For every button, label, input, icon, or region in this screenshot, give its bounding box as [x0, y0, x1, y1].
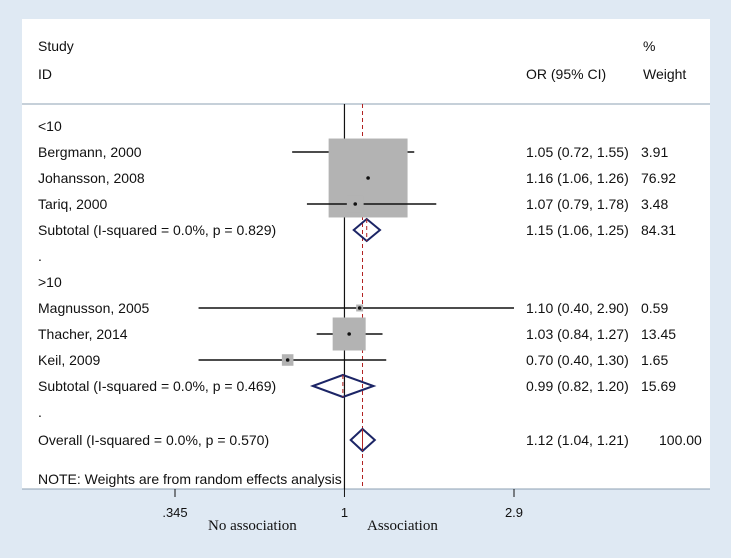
- study-label-magnusson-2005: Magnusson, 2005: [38, 300, 150, 316]
- diamond-subtotal-i-squared-0-0-p-0-829: [352, 217, 382, 243]
- footnote: NOTE: Weights are from random effects an…: [38, 471, 342, 487]
- weight-value-thacher-2014: 13.45: [641, 326, 676, 342]
- header-percent: %: [643, 38, 655, 54]
- study-label-tariq-2000: Tariq, 2000: [38, 196, 107, 212]
- group-label-10: >10: [38, 274, 62, 290]
- or-ci-johansson-2008: 1.16 (1.06, 1.26): [526, 170, 629, 186]
- header-or: OR (95% CI): [526, 66, 606, 82]
- or-ci-overall-i-squared-0-0-p-0-570: 1.12 (1.04, 1.21): [526, 432, 629, 448]
- spacer-label-blank: .: [38, 248, 42, 264]
- point-estimate-magnusson-2005: [357, 306, 362, 310]
- or-ci-bergmann-2000: 1.05 (0.72, 1.55): [526, 144, 629, 160]
- annotation-left: No association: [208, 518, 297, 534]
- or-ci-magnusson-2005: 1.10 (0.40, 2.90): [526, 300, 629, 316]
- weight-value-bergmann-2000: 3.91: [641, 144, 668, 160]
- diamond-subtotal-i-squared-0-0-p-0-469: [309, 373, 377, 399]
- weight-value-keil-2009: 1.65: [641, 352, 668, 368]
- weight-value-magnusson-2005: 0.59: [641, 300, 668, 316]
- diamond-overall-i-squared-0-0-p-0-570: [349, 427, 377, 453]
- study-label-johansson-2008: Johansson, 2008: [38, 170, 145, 186]
- study-label-keil-2009: Keil, 2009: [38, 352, 100, 368]
- or-ci-subtotal-i-squared-0-0-p-0-829: 1.15 (1.06, 1.25): [526, 222, 629, 238]
- overall-label-overall-i-squared-0-0-p-0-570: Overall (I-squared = 0.0%, p = 0.570): [38, 432, 269, 448]
- weight-value-johansson-2008: 76.92: [641, 170, 676, 186]
- study-label-thacher-2014: Thacher, 2014: [38, 326, 128, 342]
- weight-value-subtotal-i-squared-0-0-p-0-829: 84.31: [641, 222, 676, 238]
- subtotal-label-subtotal-i-squared-0-0-p-0-469: Subtotal (I-squared = 0.0%, p = 0.469): [38, 378, 276, 394]
- or-ci-thacher-2014: 1.03 (0.84, 1.27): [526, 326, 629, 342]
- study-label-bergmann-2000: Bergmann, 2000: [38, 144, 142, 160]
- x-tick-label-1: 1: [341, 505, 348, 520]
- or-ci-keil-2009: 0.70 (0.40, 1.30): [526, 352, 629, 368]
- spacer-label-blank: .: [38, 404, 42, 420]
- or-ci-tariq-2000: 1.07 (0.79, 1.78): [526, 196, 629, 212]
- point-estimate-thacher-2014: [347, 332, 351, 336]
- point-estimate-johansson-2008: [366, 176, 370, 180]
- plot-panel: [22, 19, 710, 489]
- x-tick-label-2.9: 2.9: [505, 505, 523, 520]
- subtotal-label-subtotal-i-squared-0-0-p-0-829: Subtotal (I-squared = 0.0%, p = 0.829): [38, 222, 276, 238]
- header-id: ID: [38, 66, 52, 82]
- header-study: Study: [38, 38, 74, 54]
- point-estimate-tariq-2000: [353, 202, 358, 206]
- group-label-10: <10: [38, 118, 62, 134]
- header-weight: Weight: [643, 66, 686, 82]
- x-tick-label-.345: .345: [162, 505, 187, 520]
- weight-value-tariq-2000: 3.48: [641, 196, 668, 212]
- weight-value-overall-i-squared-0-0-p-0-570: 100.00: [659, 432, 702, 448]
- annotation-right: Association: [367, 518, 438, 534]
- or-ci-subtotal-i-squared-0-0-p-0-469: 0.99 (0.82, 1.20): [526, 378, 629, 394]
- point-estimate-keil-2009: [285, 358, 290, 362]
- weight-value-subtotal-i-squared-0-0-p-0-469: 15.69: [641, 378, 676, 394]
